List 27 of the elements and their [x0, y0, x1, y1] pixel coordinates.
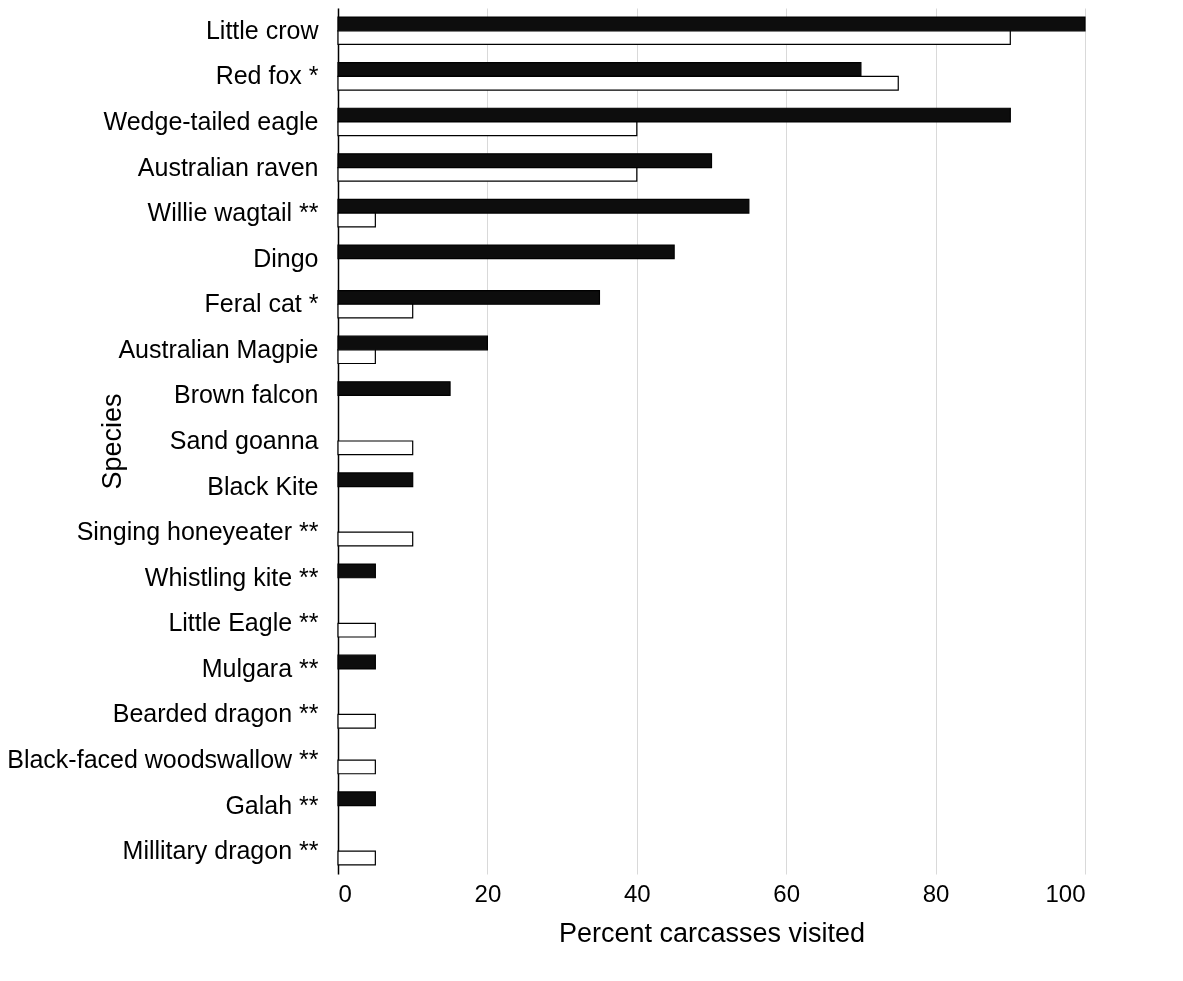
y-tick-label: Black Kite	[207, 471, 319, 500]
y-tick-label: Australian raven	[137, 152, 319, 181]
y-tick-label: Little Eagle **	[168, 608, 319, 637]
y-tick-label: Willie wagtail **	[147, 198, 319, 227]
y-tick-label: Little crow	[205, 15, 320, 44]
y-tick-label: Galah **	[225, 790, 319, 819]
y-tick-label: Bearded dragon **	[112, 699, 319, 728]
y-tick-label: Red fox *	[215, 61, 319, 90]
x-tick-label: 100	[1045, 879, 1086, 907]
x-tick-label: 20	[474, 879, 502, 907]
y-tick-label: Whistling kite **	[144, 562, 319, 591]
y-tick-label: Millitary dragon **	[122, 836, 319, 865]
y-tick-label: Mulgara **	[201, 653, 319, 682]
y-tick-label: Singing honeyeater **	[76, 517, 319, 546]
y-tick-label: Sand goanna	[169, 426, 319, 454]
y-tick-label: Feral cat *	[204, 289, 319, 318]
x-tick-label: 0	[338, 879, 352, 907]
y-tick-label: Brown falcon	[173, 380, 319, 409]
x-tick-label: 80	[922, 879, 950, 907]
y-tick-label: Australian Magpie	[118, 334, 319, 363]
y-tick-label: Dingo	[253, 243, 319, 272]
x-tick-label: 60	[773, 879, 801, 907]
x-axis-title: Percent carcasses visited	[558, 917, 866, 948]
y-axis-title: Species	[96, 393, 127, 490]
y-tick-label: Black-faced woodswallow **	[7, 745, 319, 774]
y-tick-label: Wedge-tailed eagle	[103, 106, 319, 135]
x-tick-label: 40	[623, 879, 651, 907]
